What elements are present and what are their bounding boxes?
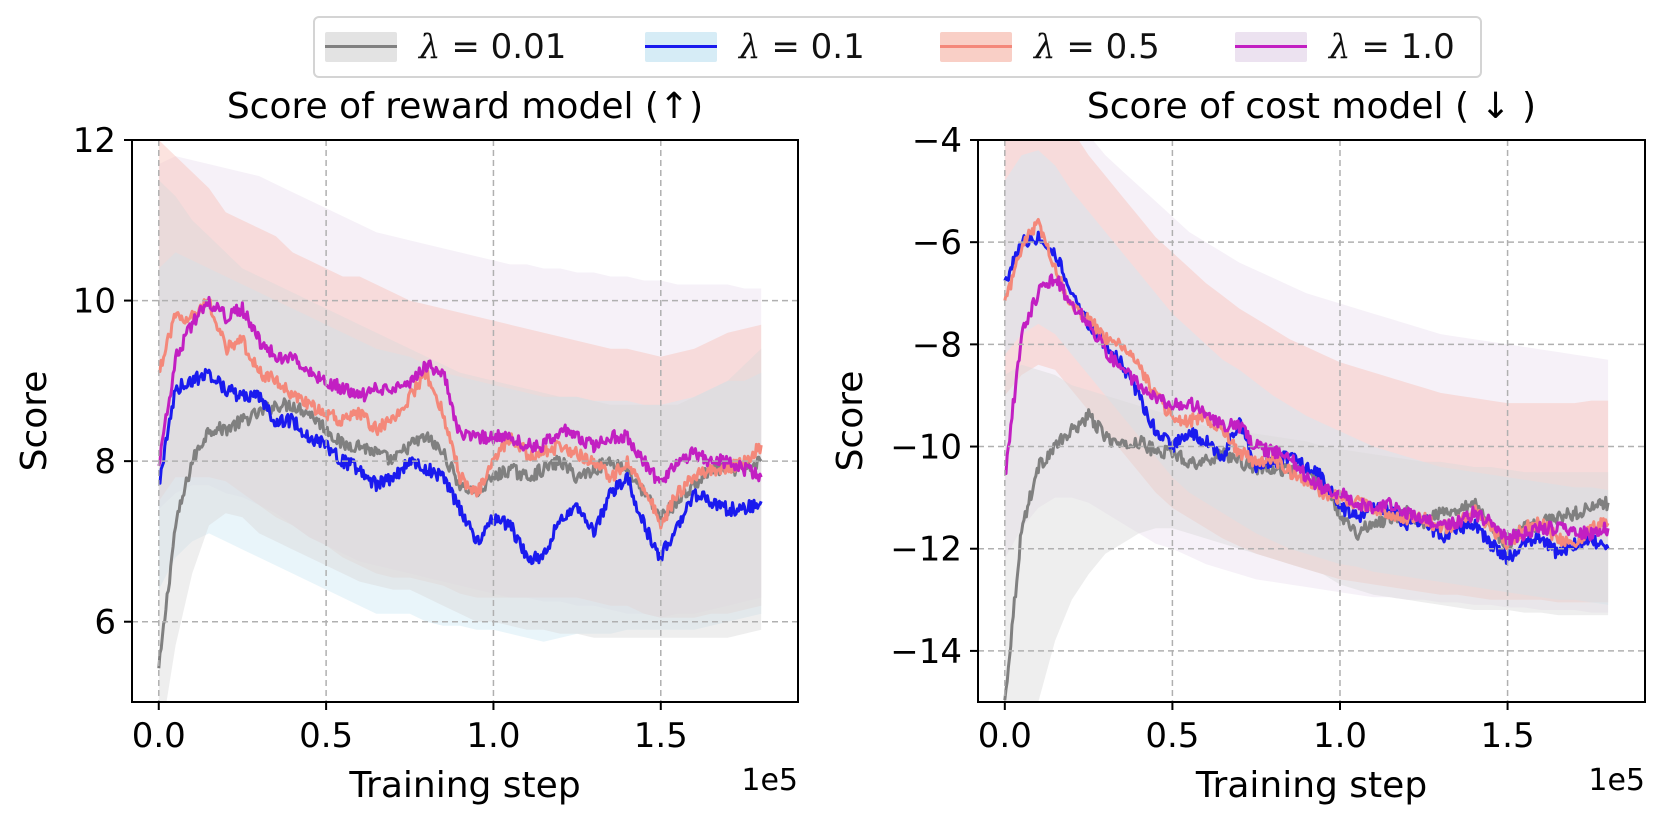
axes-frame bbox=[977, 139, 1646, 703]
y-tick-label: −14 bbox=[890, 632, 962, 672]
legend-label: λ = 0.5 bbox=[1034, 27, 1160, 67]
legend-text: = 1.0 bbox=[1350, 27, 1455, 67]
series-line-1.0 bbox=[157, 295, 763, 484]
legend-symbol: λ bbox=[739, 27, 761, 67]
plot-area bbox=[157, 140, 763, 702]
legend-text: = 0.01 bbox=[440, 27, 567, 67]
legend-symbol: λ bbox=[1329, 27, 1351, 67]
chart-title: Score of reward model (↑) bbox=[227, 86, 703, 127]
legend-entry: λ = 0.1 bbox=[645, 18, 865, 76]
band-1.0 bbox=[1004, 140, 1609, 613]
x-axis-label: Training step bbox=[348, 765, 580, 806]
y-tick-label: 12 bbox=[73, 121, 116, 161]
band-0.5 bbox=[1004, 140, 1609, 603]
y-axis-label: Score bbox=[14, 371, 55, 472]
x-tick-label: 0.0 bbox=[132, 716, 186, 756]
x-tick-label: 0.5 bbox=[299, 716, 353, 756]
band-1.0 bbox=[158, 156, 762, 618]
legend-swatch bbox=[645, 32, 717, 62]
band-0.1 bbox=[1004, 150, 1609, 605]
y-tick-label: −12 bbox=[890, 530, 962, 570]
y-tick-label: −4 bbox=[912, 121, 962, 161]
legend-label: λ = 0.01 bbox=[419, 27, 566, 67]
x-offset-label: 1e5 bbox=[1588, 763, 1645, 798]
legend-line bbox=[645, 45, 717, 48]
legend-label: λ = 0.1 bbox=[739, 27, 865, 67]
legend-line bbox=[940, 45, 1012, 48]
x-tick-label: 0.0 bbox=[978, 716, 1032, 756]
chart-title: Score of cost model ( ↓ ) bbox=[1087, 86, 1536, 127]
series-line-0.5 bbox=[157, 298, 763, 530]
legend-entry: λ = 0.01 bbox=[325, 18, 566, 76]
x-tick-label: 0.5 bbox=[1145, 716, 1199, 756]
y-tick-label: −10 bbox=[890, 428, 962, 468]
y-tick-label: 10 bbox=[73, 282, 116, 322]
plot-area bbox=[1003, 140, 1610, 702]
legend-text: = 0.5 bbox=[1055, 27, 1160, 67]
y-tick-label: −6 bbox=[912, 223, 962, 263]
legend-swatch bbox=[1235, 32, 1307, 62]
x-tick-label: 1.0 bbox=[466, 716, 520, 756]
legend-line bbox=[1235, 45, 1307, 48]
axes-frame bbox=[131, 139, 799, 703]
x-tick-label: 1.5 bbox=[1481, 716, 1535, 756]
legend-entry: λ = 1.0 bbox=[1235, 18, 1455, 76]
legend-symbol: λ bbox=[1034, 27, 1056, 67]
band-0.1 bbox=[158, 252, 762, 642]
x-tick-label: 1.0 bbox=[1313, 716, 1367, 756]
x-tick-label: 1.5 bbox=[634, 716, 688, 756]
y-tick-label: 6 bbox=[94, 603, 116, 643]
legend-symbol: λ bbox=[419, 27, 441, 67]
legend-text: = 0.1 bbox=[760, 27, 865, 67]
y-tick-label: −8 bbox=[912, 325, 962, 365]
legend-line bbox=[325, 45, 397, 48]
x-offset-label: 1e5 bbox=[741, 763, 798, 798]
band-0.01 bbox=[158, 180, 762, 702]
legend-entry: λ = 0.5 bbox=[940, 18, 1160, 76]
legend-swatch bbox=[940, 32, 1012, 62]
reward-model-panel: 0.0 0.5 1.0 1.5 6 8 10 12 Score of reward model … bbox=[14, 86, 799, 806]
legend-swatch bbox=[325, 32, 397, 62]
legend: λ = 0.01 λ = 0.1 λ = 0.5 λ = 1.0 bbox=[313, 16, 1482, 78]
y-axis-label: Score bbox=[830, 371, 871, 472]
cost-model-panel: 0.0 0.5 1.0 1.5 −14 −12 −10 −8 −6 −4 Score of cost… bbox=[830, 86, 1646, 806]
band-0.5 bbox=[158, 140, 762, 618]
y-tick-label: 8 bbox=[94, 442, 116, 482]
legend-label: λ = 1.0 bbox=[1329, 27, 1455, 67]
x-axis-label: Training step bbox=[1195, 765, 1427, 806]
